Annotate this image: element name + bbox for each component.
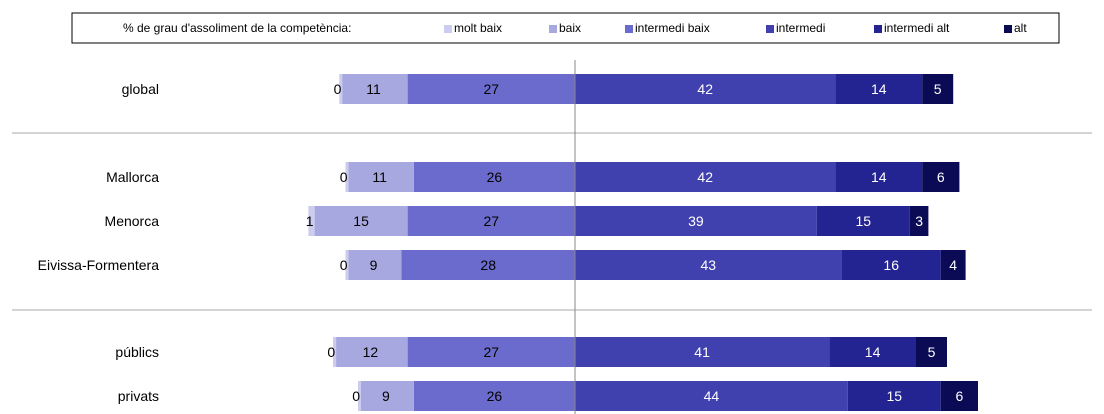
bar-segment <box>413 162 575 192</box>
legend-label: intermedi alt <box>884 21 950 35</box>
bar-segment <box>575 337 830 367</box>
bar-segment <box>339 74 408 104</box>
category-label: Eivissa-Formentera <box>38 257 160 273</box>
legend-label: intermedi <box>776 21 825 35</box>
bar-segment <box>816 206 910 236</box>
bar-segment <box>345 250 402 280</box>
bar-segment <box>575 74 836 104</box>
bar-segment <box>940 381 978 411</box>
data-label: 14 <box>871 81 887 97</box>
legend-label: molt baix <box>454 21 502 35</box>
data-label: 16 <box>883 257 899 273</box>
bar-segment <box>575 162 836 192</box>
data-label: 0 <box>334 81 342 97</box>
data-label: 4 <box>949 257 957 273</box>
category-label: global <box>122 81 159 97</box>
bar-segment <box>345 250 349 280</box>
data-label: 3 <box>915 213 923 229</box>
data-label: 42 <box>697 81 713 97</box>
legend-swatch <box>549 25 557 33</box>
bar-segment <box>829 337 916 367</box>
data-label: 26 <box>487 388 503 404</box>
legend-swatch <box>1004 25 1012 33</box>
data-label: 0 <box>340 257 348 273</box>
legend-swatch <box>444 25 452 33</box>
category-label: privats <box>118 388 159 404</box>
data-label: 27 <box>484 81 500 97</box>
bar-segment <box>345 162 414 192</box>
data-label: 9 <box>382 388 390 404</box>
bar-segment <box>916 337 947 367</box>
bar-segment <box>308 206 315 236</box>
bar-segment <box>575 381 848 411</box>
bar-segment <box>922 74 954 104</box>
bar-segment <box>314 206 408 236</box>
data-label: 14 <box>871 169 887 185</box>
bar-segment <box>575 250 842 280</box>
category-label: públics <box>115 344 159 360</box>
data-label: 0 <box>352 388 360 404</box>
data-label: 9 <box>370 257 378 273</box>
bar-segment <box>407 206 575 236</box>
bar-segment <box>333 337 408 367</box>
bar-segment <box>413 381 575 411</box>
data-label: 27 <box>484 213 500 229</box>
bar-segment <box>407 337 575 367</box>
data-label: 44 <box>704 388 720 404</box>
data-label: 0 <box>327 344 335 360</box>
legend-swatch <box>625 25 633 33</box>
data-label: 15 <box>887 388 903 404</box>
legend-label: intermedi baix <box>635 21 710 35</box>
data-label: 6 <box>937 169 945 185</box>
data-label: 11 <box>372 169 387 185</box>
data-label: 42 <box>697 169 713 185</box>
data-label: 11 <box>366 81 381 97</box>
data-label: 14 <box>865 344 881 360</box>
bar-segment <box>847 381 941 411</box>
legend-title: % de grau d'assoliment de la competència… <box>123 21 351 35</box>
bar-segment <box>835 162 923 192</box>
legend-swatch <box>766 25 774 33</box>
data-label: 15 <box>353 213 369 229</box>
data-label: 1 <box>306 213 314 229</box>
bar-segment <box>575 206 817 236</box>
bar-segment <box>358 381 414 411</box>
bar-segment <box>841 250 941 280</box>
data-label: 41 <box>694 344 710 360</box>
bar-segment <box>922 162 960 192</box>
data-label: 43 <box>701 257 717 273</box>
data-label: 26 <box>487 169 503 185</box>
data-label: 5 <box>934 81 942 97</box>
bar-segment <box>358 381 361 411</box>
data-label: 12 <box>363 344 379 360</box>
bar-segment <box>345 162 349 192</box>
bar-segment <box>835 74 923 104</box>
bar-segment <box>401 250 575 280</box>
data-label: 6 <box>956 388 964 404</box>
data-label: 28 <box>480 257 496 273</box>
category-label: Menorca <box>105 213 160 229</box>
legend-label: baix <box>559 21 581 35</box>
category-label: Mallorca <box>106 169 159 185</box>
bar-segment <box>940 250 966 280</box>
data-label: 27 <box>484 344 500 360</box>
data-label: 15 <box>856 213 872 229</box>
legend: % de grau d'assoliment de la competència… <box>71 12 1060 44</box>
legend-label: alt <box>1014 21 1027 35</box>
legend-box <box>71 12 1060 44</box>
data-label: 5 <box>928 344 936 360</box>
legend-swatch <box>874 25 882 33</box>
data-label: 39 <box>688 213 704 229</box>
bar-segment <box>333 337 337 367</box>
data-label: 0 <box>340 169 348 185</box>
bar-segment <box>339 74 343 104</box>
bar-segment <box>407 74 575 104</box>
bar-segment <box>909 206 929 236</box>
